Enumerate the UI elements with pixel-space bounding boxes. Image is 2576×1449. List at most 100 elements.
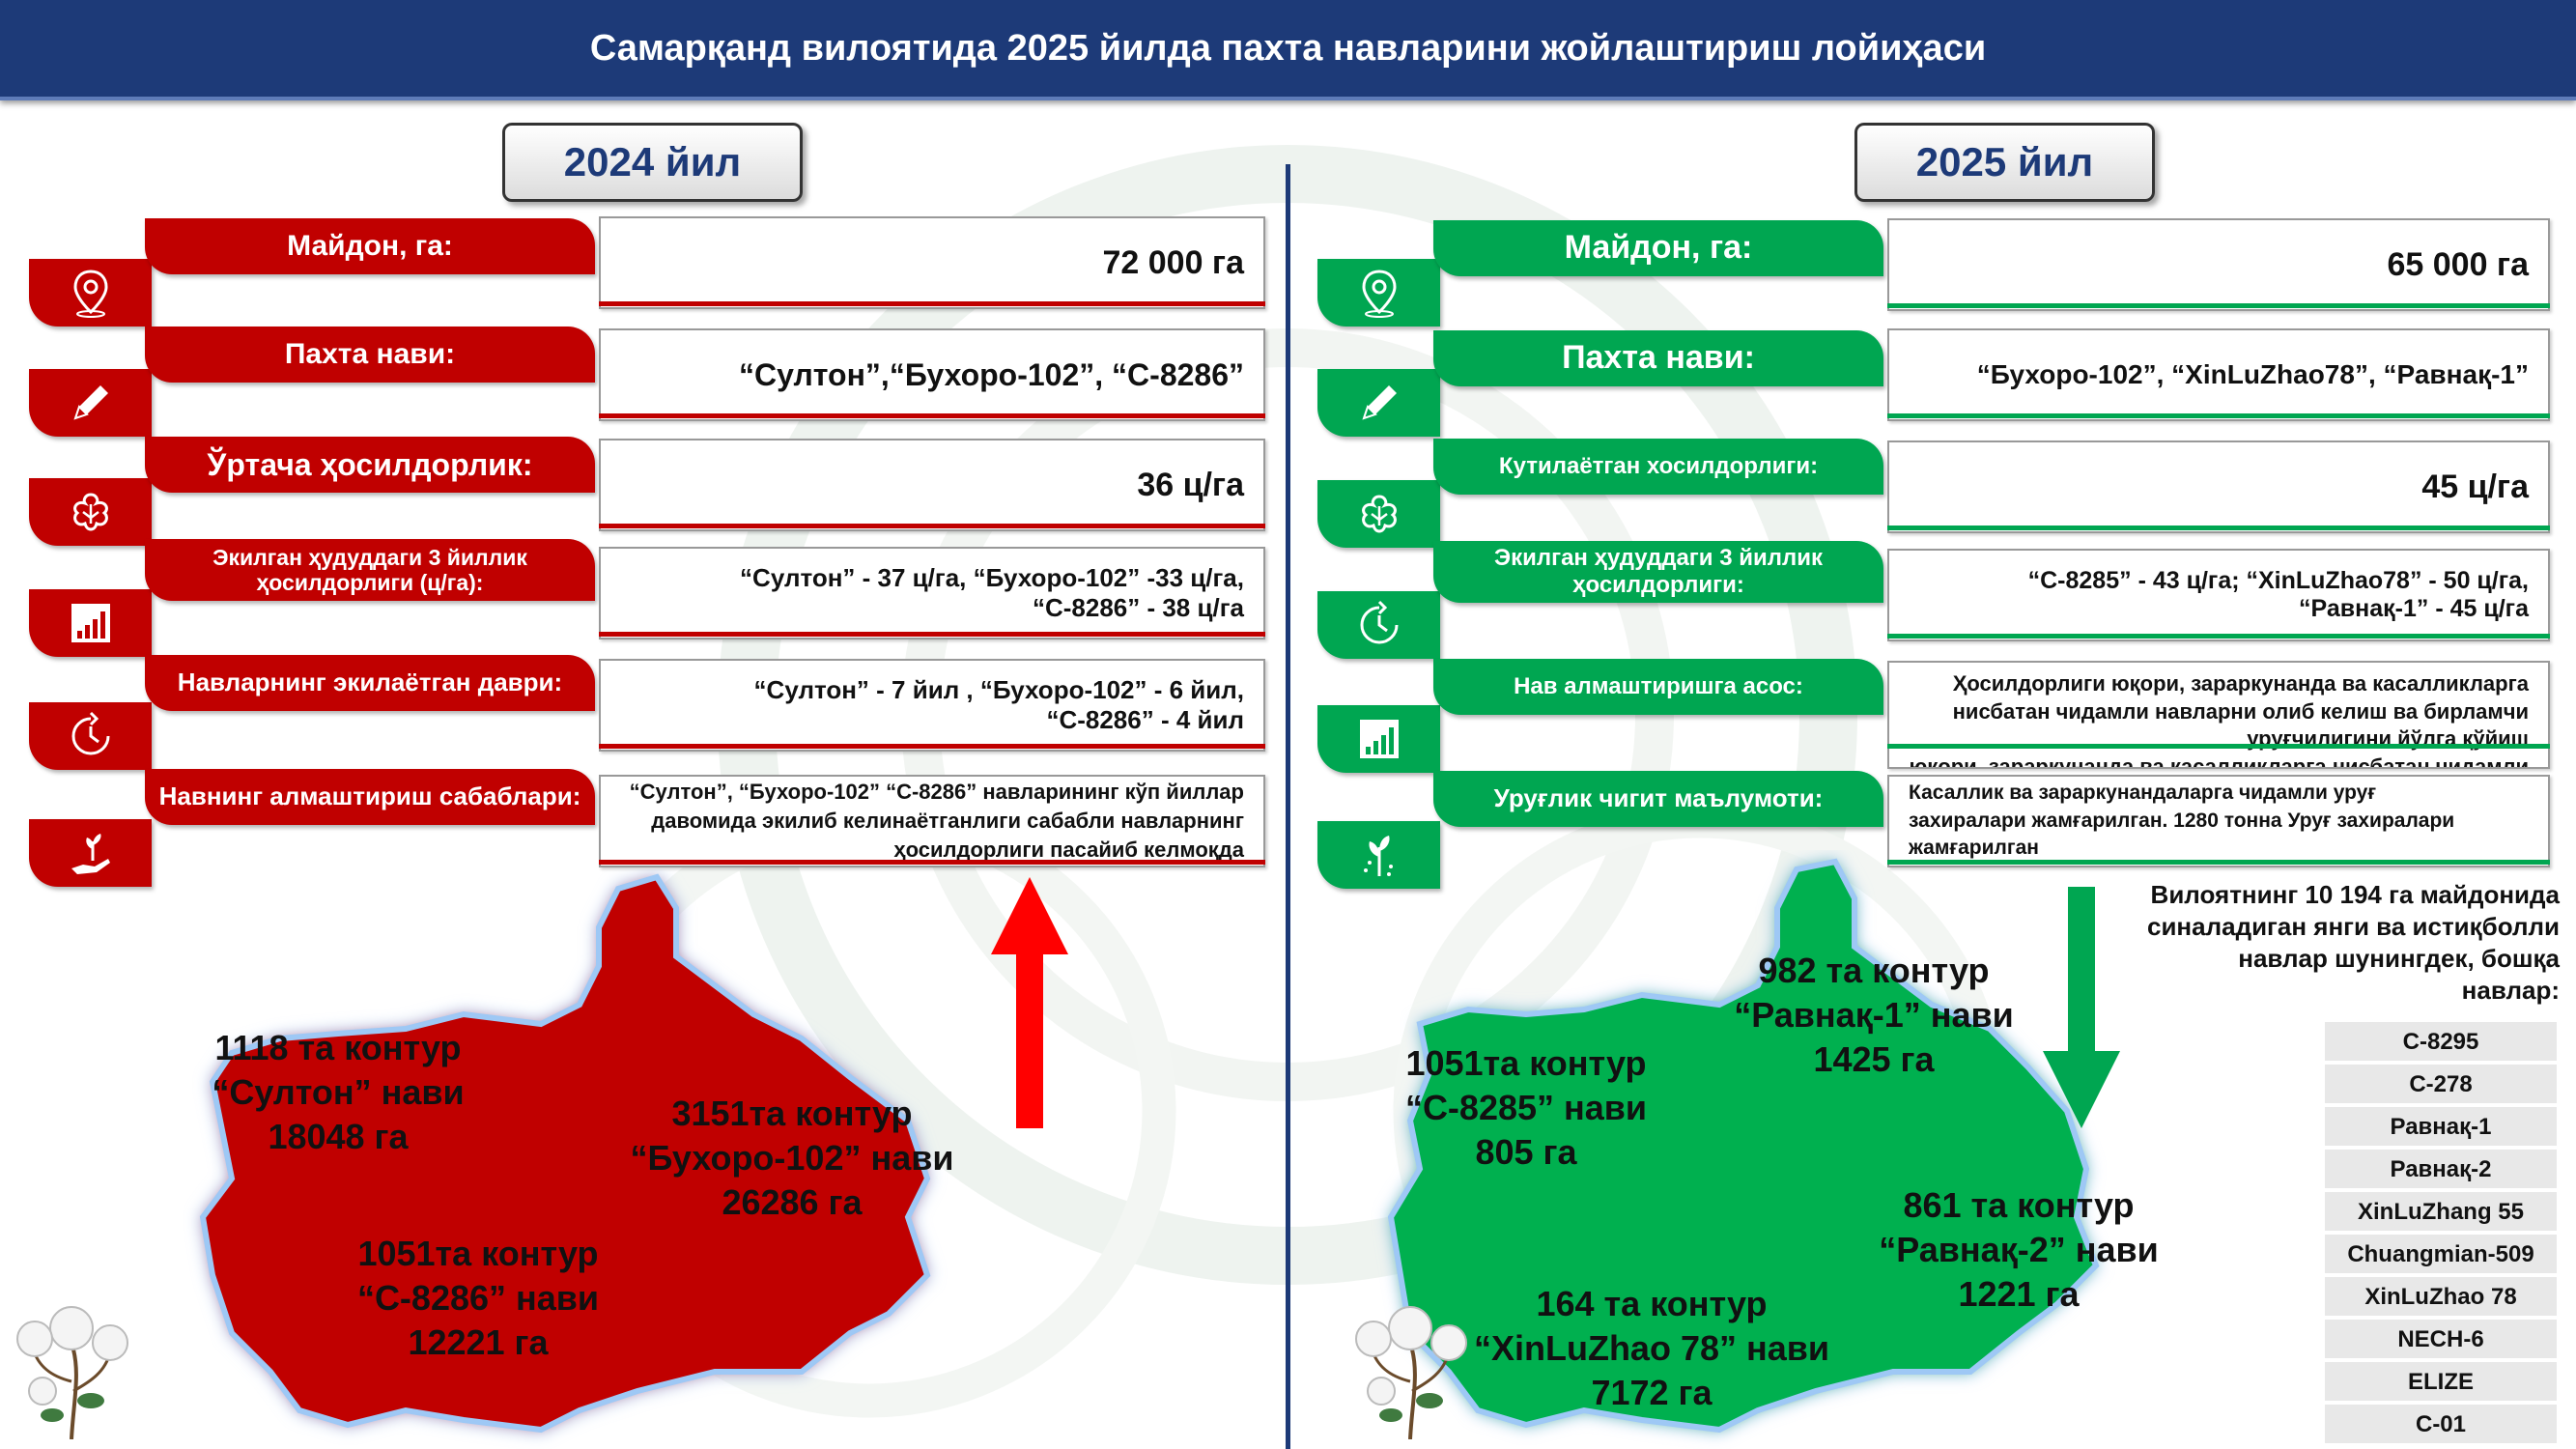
map-2024-label-sulton-area: 18048 га [268,1117,409,1156]
r-row5-underline [1887,744,2550,749]
r-row1-icon-box [1317,259,1440,327]
row4-value-line1: “Султон” - 37 ц/га, “Бухоро-102” -33 ц/г… [740,563,1244,592]
row4-underline [599,632,1265,637]
variety-item: XinLuZhao 78 [2325,1277,2557,1320]
row5-icon-box [29,702,152,770]
map-2025-label-ravnak1-contour: 982 та контур [1758,951,1990,990]
page-title: Самарқанд вилоятида 2025 йилда пахта нав… [589,28,1987,69]
map-2024-label-sulton-variety: “Султон” нави [212,1072,465,1112]
map-2025-label-ravnak2-variety: “Равнақ-2” нави [1879,1230,2159,1269]
row4-label: Экилган ҳудуддаги 3 йиллик ҳосилдорлиги … [145,539,595,601]
r-row3-icon-box [1317,480,1440,548]
row1-label: Майдон, га: [145,218,595,274]
row2-value: “Султон”,“Бухоро-102”, “С-8286” [599,328,1265,421]
row5-value-line2: “С-8286” - 4 йил [1046,705,1244,734]
r-row4-icon-box [1317,591,1440,659]
row2-icon-box [29,369,152,437]
map-2025-label-xinluzhao: 164 та контур “XinLuZhao 78” нави 7172 г… [1458,1282,1845,1415]
r-row5-value-line4: юқори, зараркунанда ва касалликларга нис… [1909,753,2529,769]
row6-value-line3: ҳосилдорлиги пасайиб келмоқда [893,837,1244,862]
r-row3-value: 45 ц/га [1887,440,2550,533]
row5-value: “Султон” - 7 йил , “Бухоро-102” - 6 йил,… [599,659,1265,752]
r-row1-underline [1887,303,2550,308]
clock-cycle-icon [1360,600,1398,644]
row1-underline [599,301,1265,306]
variety-item: Равнақ-1 [2325,1107,2557,1150]
r-row1-value: 65 000 га [1887,218,2550,311]
map-2024-label-bukhoro-area: 26286 га [722,1182,863,1222]
map-2025-label-xinluzhao-area: 7172 га [1591,1373,1713,1412]
map-2025-label-ravnak1: 982 та контур “Равнақ-1” нави 1425 га [1710,949,2038,1082]
row6-value-line2: давомида экилиб келинаётганлиги сабабли … [651,809,1244,834]
cotton-plant-icon [16,1306,128,1439]
r-row2-underline [1887,413,2550,418]
row1-value: 72 000 га [599,216,1265,309]
r-row6-value-line1: Касаллик ва зараркунандаларга чидамли ур… [1909,781,2377,805]
map-2024-label-s8286-variety: “С-8286” нави [356,1278,600,1318]
map-2025-label-ravnak1-area: 1425 га [1813,1039,1935,1079]
r-row3-label: Кутилаётган хосилдорлиги: [1433,439,1883,495]
r-row4-value: “С-8285” - 43 ц/га; “XinLuZhao78” - 50 ц… [1887,549,2550,641]
r-row6-value-line2: захиралари жамғарилган. 1280 тонна Уруғ … [1909,809,2455,832]
r-row2-label: Пахта нави: [1433,330,1883,386]
row1-icon-box [29,259,152,327]
plant-hand-icon [71,834,110,874]
row6-underline [599,860,1265,865]
r-row5-value-line3: уруғчилигини йўлга қўйиш [2247,726,2529,752]
location-pin-icon [1361,270,1397,318]
trial-text-line4: навлар: [2461,976,2560,1005]
r-row4-value-line2: “Равнақ-1” - 45 ц/га [2299,595,2529,622]
trial-text-line3: навлар шунингдек, бошқа [2238,944,2560,973]
r-row5-value: Ҳосилдорлиги юқори, зараркунанда ва каса… [1887,661,2550,769]
row5-underline [599,744,1265,749]
cotton-boll-icon [72,493,108,531]
variety-item: С-01 [2325,1405,2557,1447]
row2-underline [599,413,1265,418]
row4-value-line2: “С-8286” - 38 ц/га [1032,593,1244,622]
map-2024-label-s8286: 1051та контур “С-8286” нави 12221 га [319,1232,637,1365]
r-row5-label: Нав алмаштиришга асос: [1433,659,1883,715]
map-2024-label-s8286-area: 12221 га [408,1322,549,1362]
map-2025-label-ravnak2-contour: 861 та контур [1903,1185,2135,1225]
r-row2-value: “Бухоро-102”, “XinLuZhao78”, “Равнақ-1” [1887,328,2550,421]
variety-item: NECH-6 [2325,1320,2557,1362]
variety-item: XinLuZhang 55 [2325,1192,2557,1235]
row3-value: 36 ц/га [599,439,1265,531]
row6-label: Навнинг алмаштириш сабаблари: [145,769,595,825]
variety-item: Chuangmian-509 [2325,1235,2557,1277]
row4-icon-box [29,589,152,657]
r-row3-underline [1887,526,2550,530]
bar-chart-icon [1359,720,1399,758]
row6-value: “Султон”, “Бухоро-102” “С-8286” навларин… [599,775,1265,867]
map-2025-green [1387,858,2100,1434]
variety-list: С-8295 С-278 Равнақ-1 Равнақ-2 XinLuZhan… [2325,1022,2557,1447]
row2-label: Пахта нави: [145,327,595,383]
map-2024-label-sulton-contour: 1118 та контур [214,1028,462,1067]
r-row6-value-line3: жамғарилган [1909,837,2039,860]
year-label-2025: 2025 йил [1854,123,2155,202]
row5-label: Навларнинг экилаётган даври: [145,655,595,711]
r-row5-value-line1: Ҳосилдорлиги юқори, зараркунанда ва каса… [1952,671,2529,696]
map-2025-label-s8285-contour: 1051та контур [1405,1043,1647,1083]
up-arrow-icon [991,877,1068,1128]
variety-item: Равнақ-2 [2325,1150,2557,1192]
location-pin-icon [72,270,108,318]
map-2024-label-bukhoro: 3151та контур “Бухоро-102” нави 26286 га [609,1092,976,1225]
variety-item: ELIZE [2325,1362,2557,1405]
sprout-icon [1363,836,1393,876]
r-row5-value-line2: нисбатан чидамли навларни олиб келиш ва … [1952,698,2529,724]
map-2024-label-sulton: 1118 та контур “Султон” нави 18048 га [174,1026,502,1159]
cotton-boll-icon [1361,495,1397,533]
variety-item: С-278 [2325,1065,2557,1107]
map-2025-label-s8285-variety: “С-8285” нави [1404,1088,1648,1127]
map-2025-label-s8285: 1051та контур “С-8285” нави 805 га [1381,1041,1671,1175]
map-2025-label-xinluzhao-variety: “XinLuZhao 78” нави [1473,1328,1830,1368]
r-row4-label: Экилган ҳудуддаги 3 йиллик ҳосилдорлиги: [1433,541,1883,603]
trial-text-line2: синаладиган янги ва истиқболли [2146,912,2560,941]
row6-icon-box [29,819,152,887]
r-row6-underline [1887,860,2550,865]
down-arrow-icon [2043,887,2120,1128]
row4-value: “Султон” - 37 ц/га, “Бухоро-102” -33 ц/г… [599,547,1265,639]
cotton-plant-icon [1355,1306,1467,1439]
trial-text-line1: Вилоятнинг 10 194 га майдонида [2150,880,2560,909]
